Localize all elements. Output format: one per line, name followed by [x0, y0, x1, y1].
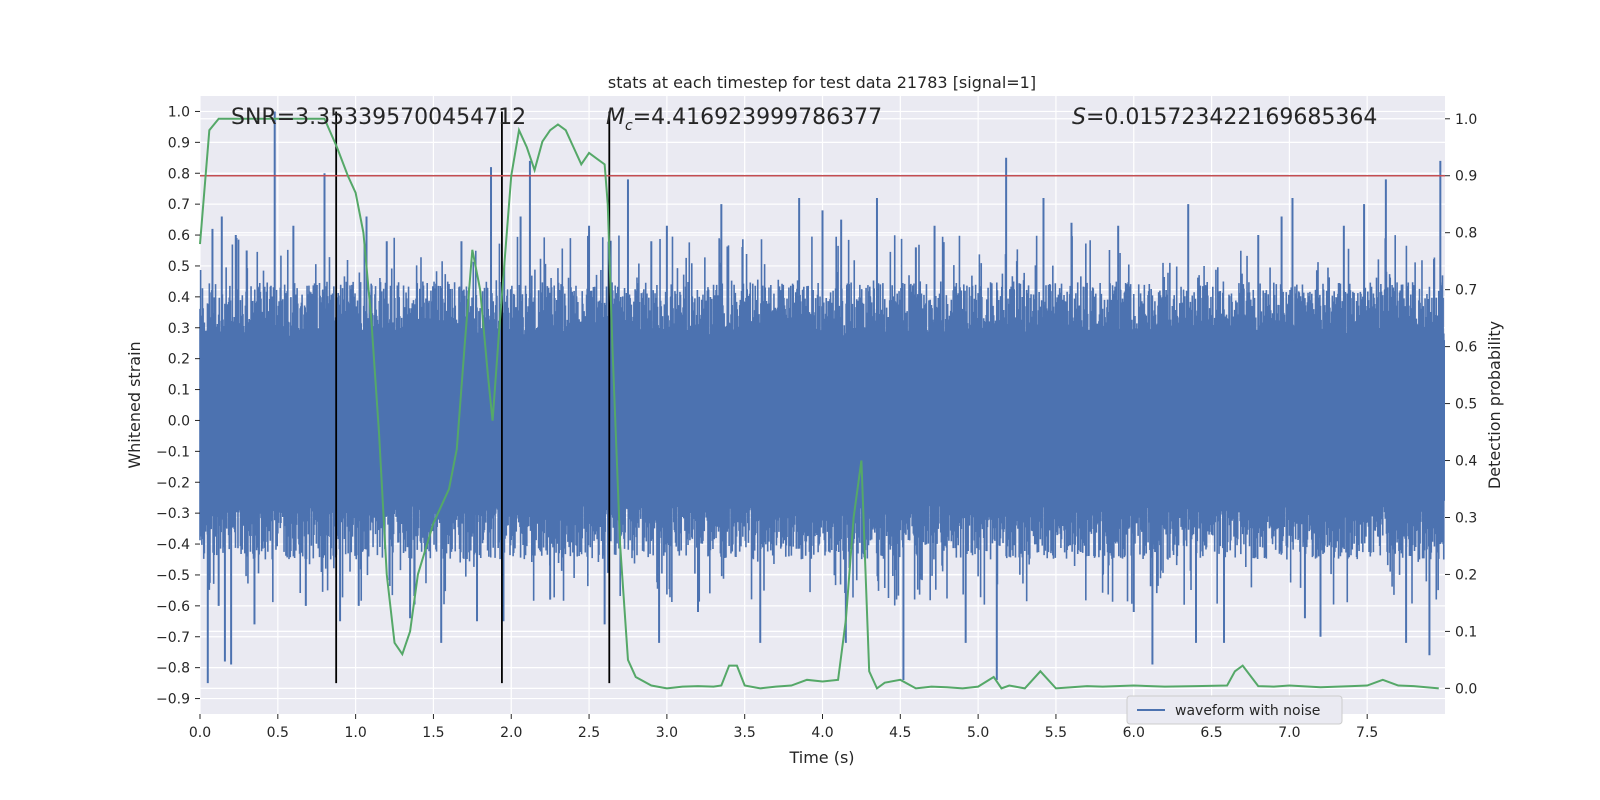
legend-box	[1126, 695, 1343, 725]
y2-tick-label: 0.5	[1455, 397, 1477, 413]
x-axis-ticks: 0.0 0.5 1.0 1.5 2.0 2.5 3.0 3.5 4.0 4.5 5.0 5.5 6.0 6…	[189, 714, 1378, 741]
y-tick-label: −0.7	[156, 630, 190, 646]
x-tick-label: 6.5	[1200, 725, 1222, 741]
vertical-markers	[335, 111, 611, 684]
y-tick-label: 0.6	[168, 228, 190, 244]
x-tick-label: 7.0	[1278, 725, 1300, 741]
y2-tick-label: 0.8	[1455, 226, 1477, 242]
y2-axis-label: Detection probability	[1485, 321, 1504, 489]
x-tick-label: 3.0	[656, 725, 678, 741]
legend-label: waveform with noise	[1175, 703, 1320, 719]
x-axis-label: Time (s)	[788, 748, 854, 767]
y-tick-label: 0.8	[168, 166, 190, 182]
s-value: =0.015723422169685364	[1086, 105, 1377, 130]
probability-line	[199, 117, 1439, 690]
snr-annotation: SNR=3.353395700454712	[231, 105, 526, 130]
y-tick-label: 0.1	[168, 383, 190, 399]
y-tick-label: 0.9	[168, 135, 190, 151]
x-tick-label: 4.0	[811, 725, 833, 741]
y-tick-label: 0.4	[168, 290, 190, 306]
y-tick-label: −0.8	[156, 661, 190, 677]
y2-tick-label: 0.0	[1455, 681, 1477, 697]
y2-tick-label: 0.6	[1455, 340, 1477, 356]
x-tick-label: 7.5	[1356, 725, 1378, 741]
x-tick-label: 6.0	[1123, 725, 1145, 741]
x-tick-label: 3.5	[734, 725, 756, 741]
y-tick-label: 1.0	[168, 104, 190, 120]
y-tick-label: −0.6	[156, 599, 190, 615]
y-tick-label: −0.2	[156, 475, 190, 491]
x-tick-label: 1.0	[344, 725, 366, 741]
x-tick-label: 5.5	[1045, 725, 1067, 741]
probability-series	[199, 117, 1439, 690]
waveform-series	[199, 111, 1445, 684]
x-tick-label: 2.5	[578, 725, 600, 741]
y-tick-label: −0.3	[156, 506, 190, 522]
y2-axis-ticks: 1.0 0.9 0.8 0.7 0.6 0.5 0.4 0.3 0.2 0.1 0.0	[1445, 112, 1477, 697]
y-tick-label: 0.0	[168, 413, 190, 429]
chirp-mass-subscript: c	[625, 118, 633, 134]
y2-tick-label: 0.4	[1455, 454, 1477, 470]
y2-tick-label: 0.2	[1455, 567, 1477, 583]
chirp-mass-symbol: M	[606, 105, 625, 130]
chart-title: stats at each timestep for test data 217…	[608, 73, 1036, 92]
y2-tick-label: 0.3	[1455, 510, 1477, 526]
y-tick-label: 0.3	[168, 321, 190, 337]
y2-tick-label: 0.1	[1455, 624, 1477, 640]
y-tick-label: −0.5	[156, 568, 190, 584]
x-tick-label: 5.0	[967, 725, 989, 741]
y-tick-label: 0.5	[168, 259, 190, 275]
x-tick-label: 4.5	[889, 725, 911, 741]
y-tick-label: 0.7	[168, 197, 190, 213]
y-axis-ticks: 1.0 0.9 0.8 0.7 0.6 0.5 0.4 0.3 0.2 0.1 0.0 −0.1 −0.…	[156, 104, 200, 708]
x-tick-label: 1.5	[422, 725, 444, 741]
s-symbol: S	[1072, 105, 1086, 130]
x-tick-label: 2.0	[500, 725, 522, 741]
chirp-mass-value: =4.416923999786377	[633, 105, 882, 130]
y-tick-label: −0.1	[156, 444, 190, 460]
x-tick-label: 0.0	[189, 725, 211, 741]
chirp-mass-annotation: Mc=4.416923999786377	[606, 105, 882, 134]
y2-tick-label: 1.0	[1455, 112, 1477, 128]
y2-tick-label: 0.7	[1455, 283, 1477, 299]
y-axis-label: Whitened strain	[125, 341, 144, 468]
y2-tick-label: 0.9	[1455, 169, 1477, 185]
y-tick-label: −0.9	[156, 692, 190, 708]
y-tick-label: 0.2	[168, 352, 190, 368]
s-annotation: S=0.015723422169685364	[1072, 105, 1377, 130]
y-tick-label: −0.4	[156, 537, 190, 553]
legend: waveform with noise	[1126, 695, 1343, 725]
x-tick-label: 0.5	[267, 725, 289, 741]
